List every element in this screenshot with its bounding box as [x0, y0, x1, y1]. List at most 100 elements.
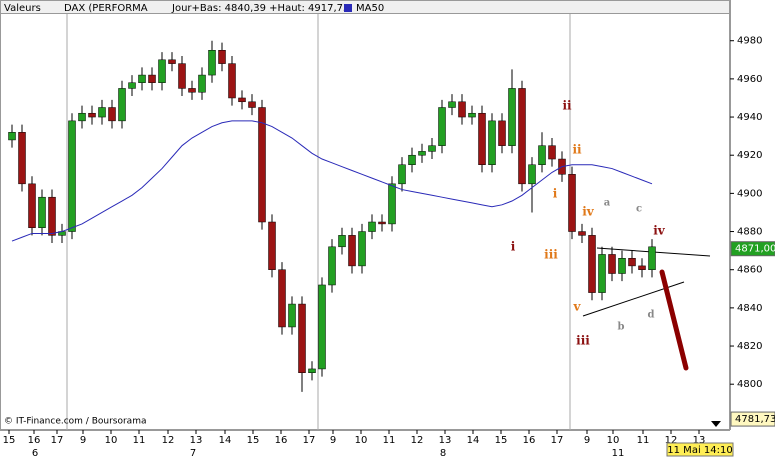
candle-body: [508, 88, 516, 146]
candle-body: [388, 183, 396, 225]
candle-body: [178, 63, 186, 89]
x-tick-label: 12: [162, 435, 175, 446]
header-range: Jour+Bas: 4840,39 +Haut: 4917,73: [171, 3, 349, 14]
candle-body: [48, 196, 56, 236]
candle-body: [88, 112, 96, 118]
candle-body: [28, 183, 36, 228]
x-tick-label: 13: [693, 435, 706, 446]
day-label: 6: [32, 448, 38, 459]
x-tick-label: 17: [51, 435, 64, 446]
y-tick-label: 4960: [737, 74, 762, 85]
y-tick-label: 4880: [737, 227, 762, 238]
x-tick-label: 13: [190, 435, 203, 446]
x-tick-label: 15: [3, 435, 16, 446]
price-box: [730, 241, 775, 257]
x-tick-label: 11: [383, 435, 396, 446]
candle-body: [38, 196, 46, 228]
candle-body: [448, 101, 456, 108]
source: © IT-Finance.com / Boursorama: [4, 417, 146, 427]
wave-label: iv: [582, 205, 595, 219]
candle-body: [478, 112, 486, 166]
wave-label: ii: [562, 99, 572, 113]
candle-body: [8, 132, 16, 141]
y-tick-label: 4840: [737, 303, 762, 314]
header-bar: [0, 0, 730, 14]
candle-body: [498, 120, 506, 146]
x-tick-label: 15: [495, 435, 508, 446]
candle-body: [218, 50, 226, 64]
candle-body: [108, 107, 116, 122]
candle-body: [648, 246, 656, 270]
candle-body: [298, 303, 306, 374]
x-tick-label: 10: [355, 435, 368, 446]
x-tick-label: 9: [80, 435, 86, 446]
date-box: [666, 442, 734, 457]
x-tick-label: 9: [584, 435, 590, 446]
wave-label: b: [618, 322, 625, 333]
ma-line: [11, 120, 653, 242]
price-label: 4781,73: [735, 414, 775, 425]
candle-body: [308, 368, 316, 374]
candle-body: [528, 164, 536, 185]
candle-body: [548, 145, 556, 160]
x-tick-label: 17: [303, 435, 316, 446]
candle-body: [338, 235, 346, 248]
candle-body: [98, 107, 106, 118]
candle-body: [168, 59, 176, 64]
y-tick-label: 4920: [737, 150, 762, 161]
candle-body: [408, 154, 416, 166]
y-tick-label: 4900: [737, 188, 762, 199]
y-tick-label: 4860: [737, 265, 762, 276]
candle-body: [428, 145, 436, 152]
x-tick-label: 14: [219, 435, 232, 446]
price-label: 4871,00: [735, 244, 775, 255]
candle-body: [198, 74, 206, 93]
candle-body: [188, 88, 196, 93]
wave-label: a: [604, 198, 611, 209]
day-label: 11: [612, 448, 625, 459]
candle-body: [628, 258, 636, 267]
wave-label: d: [648, 310, 655, 321]
candle-body: [458, 101, 466, 118]
wave-label: ii: [572, 143, 582, 157]
header-section: Valeurs: [4, 3, 41, 14]
x-tick-label: 16: [275, 435, 288, 446]
candle-body: [238, 97, 246, 103]
x-tick-label: 14: [467, 435, 480, 446]
y-tick-label: 4980: [737, 36, 762, 47]
candle-body: [418, 151, 426, 156]
scroll-arrow: [711, 421, 721, 427]
y-tick-label: 4800: [737, 379, 762, 390]
candle-body: [288, 303, 296, 328]
candle-body: [588, 235, 596, 293]
wave-label: iii: [576, 334, 590, 348]
candle-body: [258, 107, 266, 223]
candle-body: [568, 174, 576, 232]
day-label: 8: [440, 448, 446, 459]
x-tick-label: 10: [607, 435, 620, 446]
candle-body: [248, 101, 256, 108]
wave-label: i: [511, 240, 516, 254]
candle-body: [468, 112, 476, 118]
x-tick-label: 16: [523, 435, 536, 446]
candle-body: [598, 254, 606, 293]
wave-label: c: [636, 204, 642, 215]
y-tick-label: 4940: [737, 112, 762, 123]
candle-body: [328, 246, 336, 286]
wave-label: v: [573, 300, 582, 314]
x-tick-label: 17: [551, 435, 564, 446]
x-tick-label: 13: [439, 435, 452, 446]
candle-body: [148, 74, 156, 83]
candle-body: [638, 265, 646, 270]
projection-arrow: [659, 269, 689, 371]
candle-body: [228, 63, 236, 99]
candle-body: [78, 112, 86, 122]
wave-label: i: [553, 187, 558, 201]
candle-body: [278, 269, 286, 328]
candle-body: [208, 50, 216, 76]
candle-body: [608, 254, 616, 274]
wave-label: iii: [544, 248, 558, 262]
x-tick-label: 12: [665, 435, 678, 446]
